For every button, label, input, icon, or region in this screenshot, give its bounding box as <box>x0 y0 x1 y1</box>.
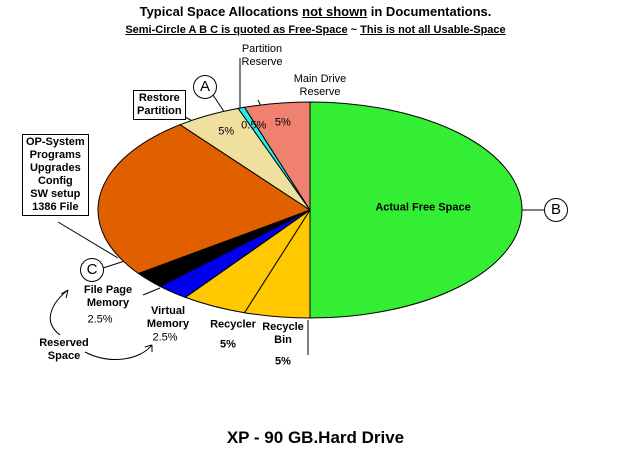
slice-label: Virtual Memory <box>146 305 190 330</box>
footer: XP - 90 GB.Hard Drive <box>226 428 405 447</box>
slices <box>97 101 523 319</box>
slice-label: Partition Reserve <box>241 43 283 68</box>
value-label: 5% <box>274 116 291 129</box>
slice-label: OP-System Programs Upgrades Config SW se… <box>22 134 89 216</box>
value-label: 0.5% <box>241 119 267 132</box>
value-label: 2.5% <box>87 313 113 326</box>
slice-label: Main Drive Reserve <box>293 73 347 98</box>
leaders <box>49 58 544 360</box>
subtitle-part: Semi-Circle A B C is quoted as Free-Spac… <box>125 24 348 36</box>
title: Typical Space Allocations not shown in D… <box>0 4 631 19</box>
annotation: C <box>80 258 104 282</box>
slice <box>97 124 312 275</box>
value-label: 2.5% <box>152 331 178 344</box>
slice-label: File Page Memory <box>83 284 133 309</box>
slice <box>243 101 311 212</box>
title-part: in Documentations. <box>367 4 492 19</box>
slice-label: Recycler <box>210 318 256 331</box>
subtitle-part: ~ <box>347 24 361 36</box>
value-label: 5% <box>218 125 235 138</box>
annotation: A <box>193 75 217 99</box>
slice-label: Actual Free Space <box>375 201 471 214</box>
slice <box>309 101 523 319</box>
slice-label: Recycle Bin <box>262 321 304 346</box>
annotation: Reserved Space <box>39 337 89 362</box>
title-part: not shown <box>302 4 368 19</box>
value-label: 5% <box>275 355 291 368</box>
slice-label: Restore Partition <box>133 90 186 120</box>
annotation: B <box>544 198 568 222</box>
title-part: Typical Space Allocations <box>139 4 303 19</box>
value-label: 5% <box>220 338 236 351</box>
subtitle-part: This is not all Usable-Space <box>360 24 506 36</box>
subtitle: Semi-Circle A B C is quoted as Free-Spac… <box>0 24 631 36</box>
